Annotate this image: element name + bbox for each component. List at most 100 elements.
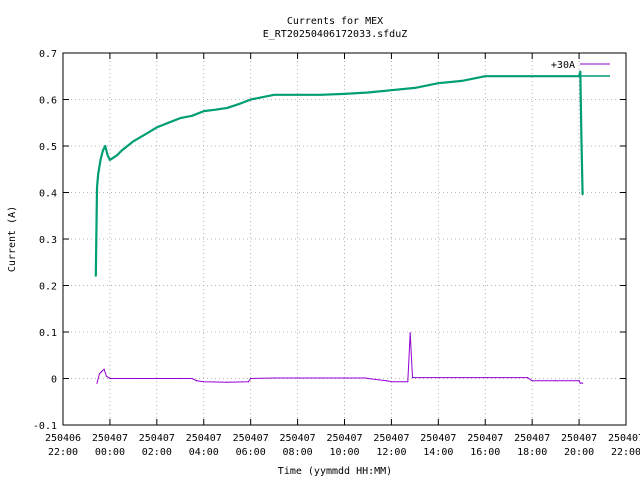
data-point — [484, 75, 486, 77]
data-point — [579, 71, 581, 73]
x-tick-label-time: 08:00 — [283, 447, 313, 458]
data-point — [390, 381, 392, 383]
data-point — [582, 194, 584, 196]
data-point — [104, 145, 106, 147]
x-tick-label-time: 20:00 — [564, 447, 594, 458]
data-point — [414, 87, 416, 89]
data-point — [144, 133, 146, 135]
data-point — [107, 154, 109, 156]
y-tick-label: -0.1 — [33, 421, 57, 432]
series-line-1 — [96, 332, 583, 384]
y-tick-label: 0.5 — [39, 142, 57, 153]
data-point — [297, 377, 299, 379]
data-point — [214, 109, 217, 111]
data-point — [461, 80, 463, 82]
data-point — [123, 377, 125, 380]
x-tick-label-date: 250407 — [420, 433, 456, 444]
data-point — [531, 75, 533, 77]
data-point — [103, 368, 105, 370]
y-tick-label: 0 — [51, 375, 57, 386]
data-point — [250, 98, 252, 101]
data-point — [365, 377, 367, 379]
data-point — [196, 380, 198, 382]
data-point — [343, 93, 346, 95]
y-axis-label: Current (A) — [7, 206, 18, 272]
y-tick-labels: -0.1 0 0.1 0.2 0.3 0.4 0.5 0.6 0.7 — [33, 49, 57, 432]
data-point — [132, 140, 134, 142]
data-point — [226, 381, 228, 383]
data-point — [390, 89, 392, 91]
data-point — [508, 75, 510, 77]
data-point — [109, 377, 111, 380]
data-point — [105, 375, 107, 377]
x-tick-label-time: 22:00 — [611, 447, 640, 458]
data-point — [95, 275, 97, 277]
x-tick-label-time: 10:00 — [329, 447, 359, 458]
x-tick-label-time: 22:00 — [48, 447, 78, 458]
x-tick-label-time: 02:00 — [142, 447, 172, 458]
x-tick-label-time: 04:00 — [189, 447, 219, 458]
data-point — [156, 377, 158, 380]
data-point — [531, 380, 533, 382]
x-tick-label-time: 18:00 — [517, 447, 547, 458]
data-point — [407, 381, 409, 383]
y-tick-label: 0.1 — [39, 328, 57, 339]
y-tick-label: 0.4 — [39, 189, 57, 200]
data-point — [101, 370, 103, 373]
data-point — [484, 377, 486, 379]
data-point — [320, 94, 322, 96]
data-point — [168, 122, 170, 124]
x-tick-label-date: 250407 — [326, 433, 362, 444]
series-lines — [94, 70, 584, 384]
data-point — [191, 377, 193, 380]
x-tick-label-time: 14:00 — [423, 447, 453, 458]
x-tick-label-date: 250407 — [561, 433, 597, 444]
data-point — [116, 377, 118, 380]
y-tick-label: 0.2 — [39, 282, 57, 293]
x-tick-label-time: 16:00 — [470, 447, 500, 458]
data-point — [320, 377, 322, 379]
data-point — [526, 377, 529, 379]
data-point — [179, 117, 181, 119]
data-point — [437, 82, 439, 84]
data-point — [555, 75, 557, 77]
data-point — [578, 75, 580, 77]
x-tick-label-date: 250407 — [92, 433, 128, 444]
y-tick-label: 0.7 — [39, 49, 57, 60]
y-tick-label: 0.6 — [39, 96, 57, 107]
data-point — [109, 159, 111, 161]
x-tick-label-time: 12:00 — [376, 447, 406, 458]
data-point — [226, 107, 228, 109]
data-point — [116, 154, 118, 156]
x-tick-label-date: 250407 — [186, 433, 222, 444]
data-point — [238, 103, 240, 105]
data-point — [96, 382, 98, 384]
data-point — [297, 94, 299, 96]
chart-subtitle: E_RT20250406172033.sfduZ — [263, 29, 408, 40]
data-point — [437, 377, 439, 379]
x-tick-label-time: 06:00 — [236, 447, 266, 458]
data-point — [96, 187, 98, 189]
x-tick-label-date: 250407 — [233, 433, 269, 444]
x-axis-label: Time (yymmdd HH:MM) — [278, 466, 392, 477]
data-point — [582, 382, 584, 384]
data-point — [386, 380, 388, 382]
data-point — [102, 150, 104, 152]
data-point — [203, 110, 205, 112]
x-tick-label-time: 00:00 — [95, 447, 125, 458]
x-tick-labels: 250406 22:00 250407 00:00 250407 02:00 250407 0… — [45, 433, 640, 458]
data-point — [121, 150, 123, 152]
chart-title: Currents for MEX — [287, 16, 383, 27]
data-point — [203, 381, 205, 383]
legend: +30A — [551, 60, 610, 77]
data-point — [250, 377, 252, 380]
x-tick-label-date: 250407 — [514, 433, 550, 444]
data-point — [273, 377, 275, 379]
data-point — [343, 377, 346, 379]
data-point — [191, 115, 193, 117]
data-point — [261, 96, 263, 98]
data-point — [179, 377, 181, 380]
data-point — [580, 136, 583, 138]
